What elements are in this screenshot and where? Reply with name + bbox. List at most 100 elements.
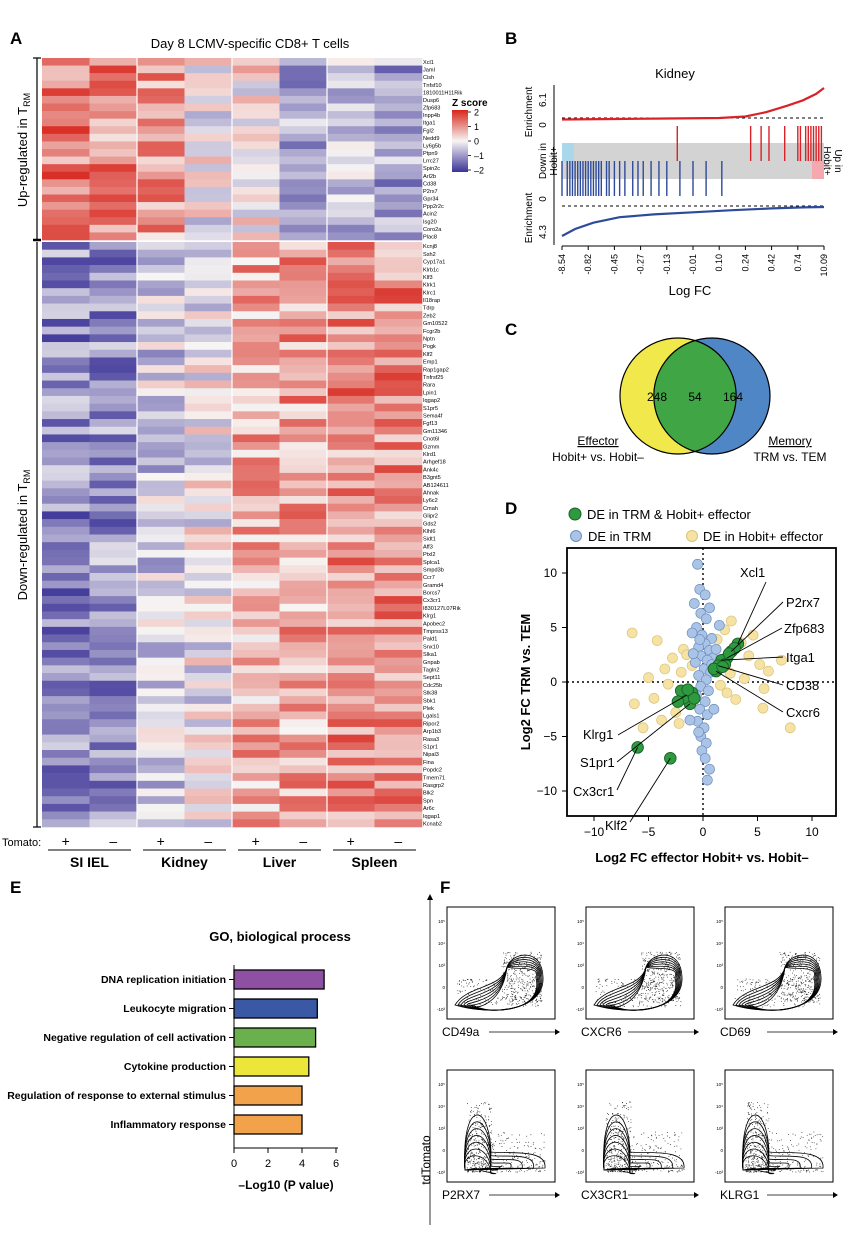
gene-label-down: Ptxl2: [423, 552, 435, 558]
gene-label-down: Gds2: [423, 521, 436, 527]
heatmap-cell: [184, 719, 233, 728]
tomato-sign: –: [394, 833, 402, 849]
heatmap-cell: [89, 788, 138, 797]
heatmap-cell: [279, 224, 328, 233]
heatmap-cell: [232, 411, 280, 420]
heatmap-cell: [89, 280, 138, 289]
scatter-gene-label: Itga1: [786, 650, 815, 665]
gene-label-up: Acin2: [423, 212, 437, 218]
scatter-point-trm: [687, 648, 699, 660]
heatmap-cell: [184, 295, 233, 304]
heatmap-cell: [279, 380, 328, 389]
heatmap-cell: [374, 380, 423, 389]
gene-label-down: Gm10522: [423, 321, 448, 327]
heatmap-cell: [279, 657, 328, 666]
gene-label-down: Fgf13: [423, 421, 437, 427]
heatmap-cell: [137, 395, 185, 404]
heatmap-cell: [42, 811, 90, 820]
heatmap-cell: [327, 457, 375, 466]
heatmap-cell: [184, 434, 233, 443]
scatter-point-hobit: [673, 718, 685, 729]
heatmap-cell: [327, 257, 375, 266]
heatmap-cell: [89, 442, 138, 451]
heatmap-cell: [137, 549, 185, 558]
heatmap-cell: [374, 217, 423, 226]
heatmap-cell: [374, 318, 423, 327]
gene-label-down: Aff3: [423, 544, 433, 550]
svg-text:0: 0: [581, 985, 584, 990]
heatmap-cell: [327, 696, 375, 705]
scatter-leader-line: [629, 758, 671, 823]
flow-axis-label: CD69: [720, 1025, 751, 1039]
heatmap-cell: [232, 773, 280, 782]
heatmap-cell: [137, 726, 185, 735]
heatmap-cell: [137, 811, 185, 820]
heatmap-cell: [184, 572, 233, 581]
heatmap-cell: [374, 149, 423, 157]
heatmap-cell: [327, 565, 375, 574]
gene-label-down: Klrb1c: [423, 267, 439, 273]
heatmap-cell: [327, 788, 375, 797]
heatmap-cell: [327, 796, 375, 805]
heatmap-cell: [327, 803, 375, 812]
heatmap-cell: [279, 549, 328, 558]
heatmap-cell: [42, 280, 90, 289]
heatmap-cell: [327, 626, 375, 635]
heatmap-cell: [137, 657, 185, 666]
gene-label-down: Cyp17a1: [423, 260, 445, 266]
heatmap-cell: [42, 719, 90, 728]
heatmap-cell: [137, 511, 185, 520]
heatmap-cell: [89, 334, 138, 343]
scatter-point-hobit: [724, 667, 736, 679]
heatmap-cell: [374, 434, 423, 443]
gene-label-up: Xcl1: [423, 60, 434, 66]
heatmap-cell: [327, 780, 375, 789]
heatmap-cell: [137, 603, 185, 612]
scatter-point-hobit: [670, 707, 682, 718]
colorbar-tick: –2: [474, 166, 484, 176]
heatmap-cell: [184, 179, 233, 188]
heatmap-cell: [137, 257, 185, 266]
heatmap-cell: [232, 288, 280, 297]
heatmap-cell: [42, 249, 90, 258]
heatmap-cell: [184, 696, 233, 705]
heatmap-cell: [184, 472, 233, 481]
heatmap-cell: [42, 572, 90, 581]
gene-label-down: Fina: [423, 760, 435, 766]
heatmap-cell: [184, 488, 233, 497]
scatter-gene-label: Klf2: [605, 818, 627, 833]
gene-label-up: Lrrc27: [423, 159, 439, 165]
scatter-point-trm: [699, 589, 711, 601]
heatmap-cell: [279, 242, 328, 250]
heatmap-cell: [137, 111, 185, 119]
gene-label-up: Inpp4b: [423, 113, 440, 119]
heatmap-cell: [137, 780, 185, 789]
heatmap-cell: [42, 149, 90, 157]
heatmap-cell: [89, 318, 138, 327]
heatmap-cell: [184, 372, 233, 381]
venn-left-sub: Hobit+ vs. Hobit–: [552, 450, 644, 464]
heatmap-cell: [42, 796, 90, 805]
heatmap-cell: [89, 819, 138, 828]
tomato-sign: +: [62, 833, 70, 849]
heatmap-cell: [232, 342, 280, 351]
svg-text:10⁴: 10⁴: [577, 1104, 584, 1109]
go-bars: DNA replication initiation Leukocyte migr…: [7, 969, 325, 1135]
scatter-point-trm: [688, 598, 700, 609]
heatmap-cell: [184, 311, 233, 320]
gene-label-up: Jaml: [423, 68, 435, 74]
heatmap-cell: [279, 326, 328, 335]
heatmap-cell: [184, 194, 233, 203]
heatmap-cell: [374, 457, 423, 466]
scatter-point-hobit: [730, 694, 742, 705]
heatmap-cell: [89, 780, 138, 789]
heatmap-cell: [137, 342, 185, 351]
heatmap-cell: [327, 311, 375, 320]
heatmap-cell: [374, 242, 423, 250]
heatmap-cell: [232, 780, 280, 789]
heatmap-cell: [327, 611, 375, 620]
heatmap-cell: [279, 209, 328, 218]
gene-label-up: Ly6g5b: [423, 143, 441, 149]
heatmap-cell: [89, 403, 138, 412]
heatmap-cell: [327, 380, 375, 389]
